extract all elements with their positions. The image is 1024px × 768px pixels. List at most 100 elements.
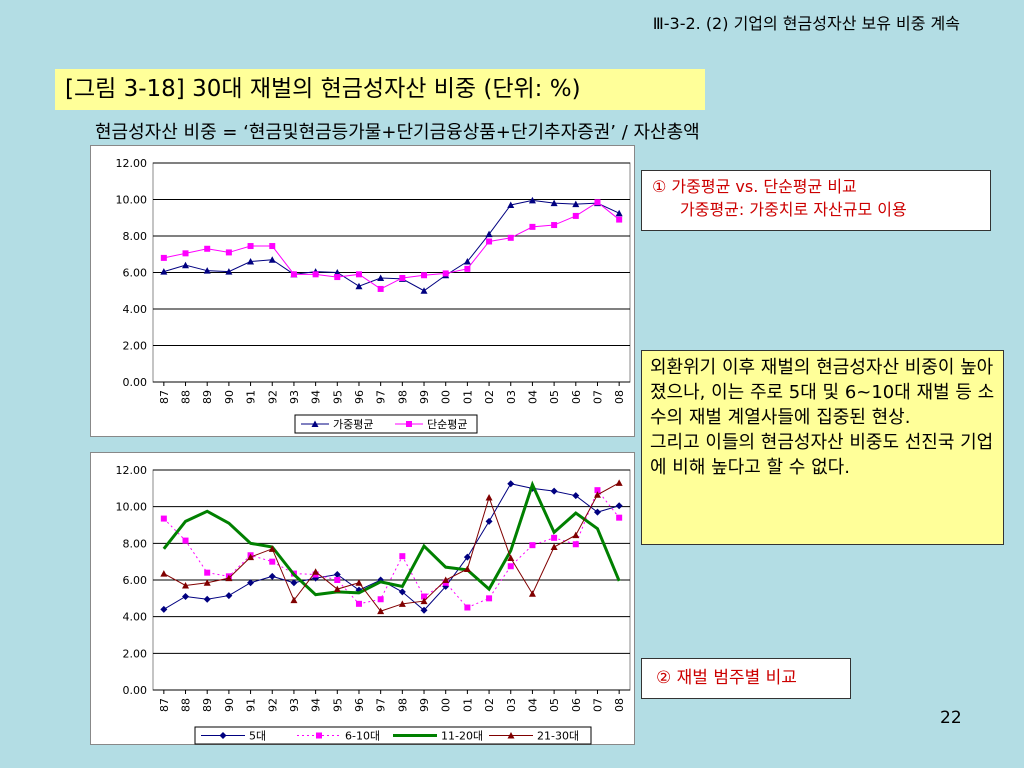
data-point bbox=[355, 282, 363, 290]
data-point bbox=[290, 596, 298, 604]
data-point bbox=[464, 604, 471, 611]
data-point bbox=[463, 258, 471, 265]
y-tick-label: 2.00 bbox=[123, 340, 148, 353]
x-tick-label: 96 bbox=[353, 390, 366, 404]
x-tick-label: 97 bbox=[375, 390, 388, 404]
data-point bbox=[334, 274, 341, 281]
x-tick-label: 04 bbox=[526, 698, 539, 712]
x-tick-label: 87 bbox=[158, 390, 171, 404]
data-point bbox=[550, 543, 558, 550]
data-point bbox=[182, 261, 190, 269]
chart-panel-category: 0.00 2.00 4.00 6.00 8.00 10.00 12.00 87 88 89 90 91… bbox=[90, 452, 635, 745]
x-tick-label: 94 bbox=[310, 390, 323, 404]
data-point bbox=[203, 595, 211, 603]
data-point bbox=[486, 595, 493, 602]
data-point bbox=[420, 606, 428, 614]
data-point bbox=[529, 223, 536, 230]
legend-marker bbox=[219, 732, 227, 739]
series-line-3 bbox=[162, 480, 621, 597]
data-point bbox=[290, 271, 297, 278]
series-line-1 bbox=[163, 483, 620, 611]
data-point bbox=[160, 570, 168, 577]
data-point bbox=[377, 596, 384, 603]
y-tick-label: 8.00 bbox=[123, 537, 148, 550]
chart-panel-average: 0.00 2.00 4.00 6.00 8.00 10.00 12.00 87 88 89 90 91… bbox=[90, 145, 635, 437]
series-line-4 bbox=[163, 482, 620, 612]
y-tick-label: 8.00 bbox=[123, 230, 148, 243]
data-point bbox=[485, 230, 493, 238]
data-point bbox=[507, 201, 515, 208]
x-tick-label: 91 bbox=[245, 390, 258, 404]
data-point bbox=[529, 542, 536, 549]
data-point bbox=[593, 491, 601, 498]
data-point bbox=[160, 515, 167, 522]
x-tick-label: 02 bbox=[483, 698, 496, 712]
y-tick-label: 4.00 bbox=[123, 303, 148, 316]
x-tick-label: 05 bbox=[548, 698, 561, 712]
y-tick-label: 4.00 bbox=[123, 611, 148, 624]
average-comparison-chart: 0.00 2.00 4.00 6.00 8.00 10.00 12.00 87 88 89 90 91… bbox=[116, 157, 631, 434]
x-tick-label: 03 bbox=[505, 390, 518, 404]
data-point bbox=[160, 605, 168, 613]
data-point bbox=[355, 600, 362, 607]
data-point bbox=[616, 216, 623, 223]
legend-label: 6-10대 bbox=[345, 730, 380, 743]
data-point bbox=[182, 593, 190, 600]
y-tick-label: 10.00 bbox=[116, 194, 148, 207]
note2-text1: 외환위기 이후 재벌의 현금성자산 비중이 높아졌으나, 이는 주로 5대 및 … bbox=[650, 357, 995, 428]
data-point bbox=[204, 245, 211, 252]
note-category-comparison: ② 재벌 범주별 비교 bbox=[641, 658, 851, 699]
legend-marker bbox=[507, 732, 515, 739]
legend-label: 가중평균 bbox=[333, 418, 373, 431]
data-point bbox=[551, 534, 558, 541]
data-point bbox=[572, 541, 579, 548]
data-point bbox=[247, 579, 255, 587]
x-tick-label: 01 bbox=[461, 390, 474, 404]
data-point bbox=[594, 487, 601, 494]
data-point bbox=[225, 249, 232, 256]
data-point bbox=[507, 563, 514, 570]
data-point bbox=[312, 271, 319, 278]
data-point bbox=[268, 572, 276, 580]
note-average-comparison: ① 가중평균 vs. 단순평균 비교 가중평균: 가중치로 자산규모 이용 bbox=[641, 170, 991, 231]
data-point bbox=[182, 537, 189, 544]
data-point bbox=[528, 196, 536, 204]
page-number: 22 bbox=[940, 708, 962, 728]
legend-marker bbox=[316, 732, 322, 739]
y-tick-label: 12.00 bbox=[116, 464, 148, 477]
x-tick-label: 04 bbox=[526, 390, 539, 404]
data-point bbox=[507, 480, 515, 488]
data-point bbox=[268, 545, 276, 552]
y-tick-label: 6.00 bbox=[123, 574, 148, 587]
data-point bbox=[572, 492, 580, 500]
data-point bbox=[615, 479, 623, 486]
data-point bbox=[550, 199, 558, 207]
series-line-2 bbox=[163, 489, 620, 609]
data-point bbox=[399, 553, 406, 560]
y-tick-label: 6.00 bbox=[123, 267, 148, 280]
data-point bbox=[225, 268, 233, 275]
x-tick-label: 90 bbox=[223, 390, 236, 404]
x-tick-label: 88 bbox=[180, 390, 193, 404]
x-tick-label: 96 bbox=[353, 698, 366, 712]
note1-line1: ① 가중평균 vs. 단순평균 비교 bbox=[652, 177, 857, 196]
x-tick-label: 89 bbox=[201, 390, 214, 404]
data-point bbox=[507, 554, 515, 561]
data-point bbox=[268, 256, 276, 263]
figure-title: [그림 3-18] 30대 재벌의 현금성자산 비중 (단위: %) bbox=[55, 69, 705, 110]
data-point bbox=[421, 593, 428, 600]
x-tick-label: 08 bbox=[613, 390, 626, 404]
data-point bbox=[528, 590, 536, 597]
x-tick-label: 07 bbox=[591, 698, 604, 712]
data-point bbox=[377, 274, 385, 281]
x-tick-label: 98 bbox=[396, 698, 409, 712]
x-tick-label: 93 bbox=[288, 390, 301, 404]
x-tick-label: 94 bbox=[310, 698, 323, 712]
note-summary: 외환위기 이후 재벌의 현금성자산 비중이 높아졌으나, 이는 주로 5대 및 … bbox=[641, 350, 1004, 545]
data-point bbox=[203, 267, 211, 274]
slide-header: Ⅲ-3-2. (2) 기업의 현금성자산 보유 비중 계속 bbox=[652, 14, 960, 33]
data-point bbox=[485, 494, 493, 501]
x-tick-label: 87 bbox=[158, 698, 171, 712]
data-point bbox=[355, 579, 363, 586]
x-tick-label: 92 bbox=[266, 698, 279, 712]
